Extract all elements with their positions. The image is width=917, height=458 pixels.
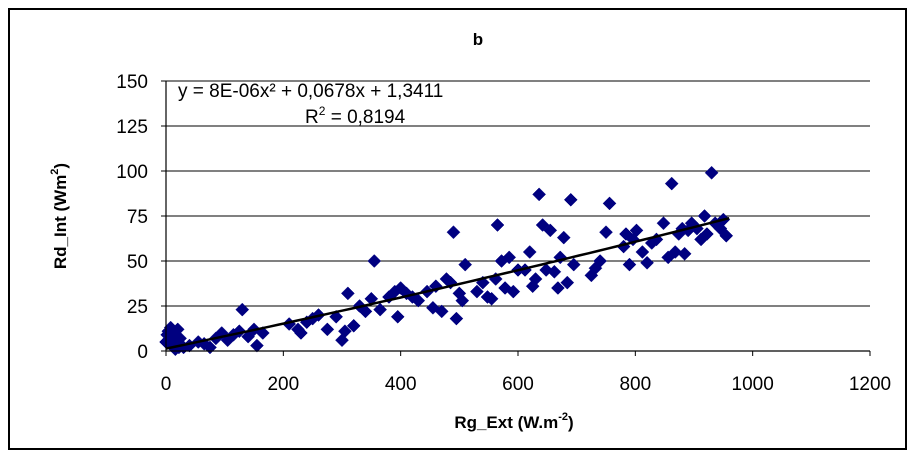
data-point: [411, 293, 426, 308]
data-point: [563, 192, 578, 207]
x-tick-label: 600: [502, 374, 534, 395]
x-tick-label: 800: [619, 374, 651, 395]
y-tick-label: 150: [116, 72, 148, 93]
y-axis-title-end: ): [51, 163, 70, 169]
data-point: [338, 324, 352, 339]
data-point: [700, 227, 714, 241]
data-point: [719, 228, 734, 243]
data-point: [434, 304, 449, 319]
x-tick-label: 0: [161, 374, 172, 395]
data-point: [640, 255, 654, 270]
data-point: [390, 309, 405, 324]
data-point: [367, 254, 382, 268]
chart-title: b: [473, 30, 483, 49]
x-axis-title: Rg_Ext (W.m-2): [454, 411, 573, 432]
y-axis-title: Rd_Int (Wm2): [49, 163, 70, 269]
data-point: [697, 209, 712, 223]
x-tick-label: 1000: [732, 374, 774, 395]
trendline-equation: y = 8E-06x² + 0,0678x + 1,3411: [178, 81, 443, 102]
x-axis-title-text: Rg_Ext (W.m: [454, 413, 558, 432]
x-axis-title-superscript: -2: [558, 411, 568, 423]
data-point: [635, 245, 650, 259]
data-point: [373, 302, 387, 317]
data-point: [593, 254, 607, 268]
data-point: [547, 264, 562, 279]
data-point: [602, 196, 617, 211]
data-point: [470, 284, 484, 299]
chart-frame: [8, 8, 907, 450]
data-point: [346, 318, 361, 333]
data-point: [446, 225, 461, 240]
r-squared-label: R2 = 0,8194: [305, 104, 406, 128]
data-point: [484, 291, 499, 306]
data-point: [522, 245, 537, 259]
y-axis-title-text: Rd_Int (Wm: [51, 175, 70, 269]
data-point: [294, 326, 308, 340]
data-point: [704, 165, 719, 180]
data-point: [551, 281, 565, 295]
data-point: [560, 275, 575, 290]
r-squared-superscript: 2: [319, 104, 326, 118]
data-point: [502, 250, 517, 265]
data-point: [566, 257, 581, 272]
data-point: [341, 286, 355, 301]
data-point: [677, 246, 692, 261]
y-tick-label: 100: [116, 162, 148, 183]
x-tick-label: 1200: [849, 374, 891, 395]
trendline: [165, 216, 730, 350]
r-squared-symbol: R: [305, 107, 319, 128]
y-axis-title-superscript: 2: [49, 169, 61, 175]
data-point: [358, 304, 373, 319]
data-point: [556, 230, 571, 245]
data-point: [668, 245, 683, 259]
axes: [165, 81, 870, 352]
data-point: [235, 302, 250, 317]
data-point: [490, 218, 505, 232]
r-squared-value: = 0,8194: [325, 107, 405, 128]
data-point: [599, 225, 613, 240]
data-point: [532, 187, 546, 202]
y-tick-label: 50: [127, 252, 148, 273]
data-point: [629, 223, 644, 238]
data-point: [656, 216, 671, 231]
y-tick-label: 0: [137, 342, 148, 363]
y-tick-label: 75: [127, 207, 148, 228]
x-tick-label: 400: [385, 374, 417, 395]
y-tick-labels: 0 25 50 75 100 125 150: [116, 72, 148, 363]
x-tick-label: 200: [267, 374, 299, 395]
data-point: [455, 293, 470, 308]
y-tick-label: 25: [127, 297, 148, 318]
data-point: [528, 272, 543, 286]
x-axis-title-end: ): [568, 413, 574, 432]
data-point: [622, 257, 637, 272]
gridlines: [161, 80, 870, 352]
data-point: [320, 322, 335, 337]
x-tick-labels: 0 200 400 600 800 1000 1200: [161, 351, 891, 395]
data-point: [250, 338, 264, 353]
data-point: [506, 284, 521, 299]
data-point: [664, 176, 679, 191]
data-point: [458, 257, 473, 272]
data-point: [543, 223, 558, 238]
y-tick-label: 125: [116, 117, 148, 138]
data-point: [449, 311, 464, 326]
